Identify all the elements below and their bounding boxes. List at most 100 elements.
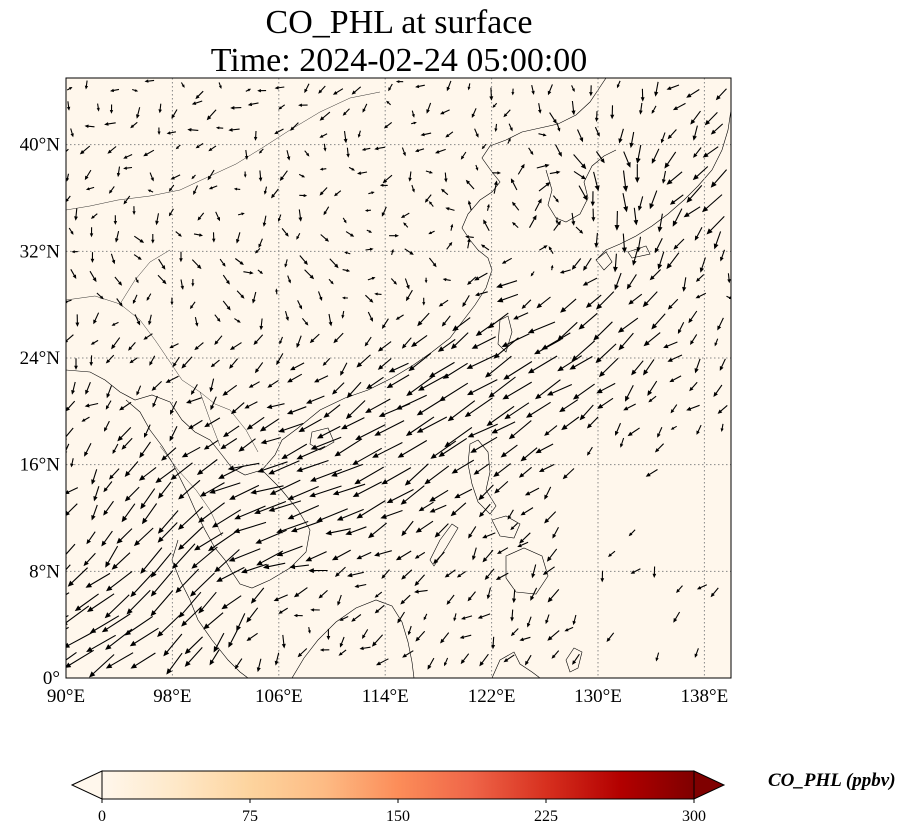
wind-arrow [660, 132, 666, 144]
wind-arrow [395, 550, 412, 561]
wind-arrow [297, 648, 308, 658]
wind-arrow [345, 526, 367, 536]
wind-arrow [538, 182, 551, 192]
wind-arrow [438, 437, 468, 457]
wind-arrow [147, 189, 154, 193]
wind-arrow [133, 254, 142, 260]
wind-arrow [187, 128, 199, 132]
wind-arrow [257, 269, 263, 274]
wind-arrow [386, 100, 391, 106]
wind-arrow [346, 381, 362, 399]
wind-arrow [474, 128, 479, 138]
wind-arrow [395, 314, 404, 320]
wind-arrow [594, 126, 600, 137]
wind-arrow [673, 238, 685, 250]
wind-arrow [401, 147, 406, 157]
wind-arrow [228, 630, 238, 648]
wind-arrow [486, 405, 515, 426]
wind-arrow [320, 234, 329, 242]
wind-arrow [222, 384, 238, 396]
wind-arrow [467, 238, 471, 249]
wind-arrow [593, 321, 613, 341]
wind-arrow [326, 628, 331, 641]
wind-arrow [314, 375, 329, 383]
wind-arrow [512, 589, 517, 604]
wind-arrow [365, 398, 391, 413]
wind-arrow [84, 169, 92, 181]
wind-arrow [70, 458, 74, 468]
wind-arrow [453, 613, 457, 622]
wind-arrow [66, 87, 73, 91]
wind-arrow [401, 569, 413, 580]
wind-arrow [293, 613, 303, 618]
wind-arrow [111, 337, 121, 350]
wind-arrow [372, 442, 403, 458]
wind-arrow [210, 359, 220, 368]
wind-arrow [628, 293, 643, 305]
wind-arrow [84, 442, 92, 457]
wind-arrow [66, 195, 71, 202]
wind-arrow [111, 552, 131, 570]
wind-arrow [470, 436, 498, 453]
wind-arrow [596, 291, 615, 310]
wind-arrow [194, 532, 224, 551]
wind-arrow [402, 650, 414, 658]
wind-arrow [654, 443, 664, 453]
wind-arrow [107, 146, 117, 154]
wind-arrow [175, 144, 181, 150]
wind-arrow [90, 339, 99, 345]
lon-tick-label: 90°E [47, 686, 85, 707]
wind-arrow [332, 88, 344, 95]
wind-arrow [260, 437, 281, 445]
wind-arrow [256, 658, 262, 673]
wind-arrow [411, 121, 417, 125]
wind-arrow [136, 107, 141, 119]
wind-arrow [452, 317, 471, 332]
colorbar-tick-label: 150 [386, 808, 410, 825]
wind-arrow [643, 332, 661, 347]
wind-arrow [168, 208, 174, 217]
wind-arrow [278, 104, 286, 110]
wind-arrow [416, 416, 448, 433]
wind-arrow [85, 381, 91, 395]
wind-arrow [209, 482, 241, 494]
wind-arrow [664, 151, 677, 169]
wind-arrow [408, 171, 412, 182]
wind-arrow [352, 481, 382, 497]
wind-arrow [66, 615, 69, 618]
wind-arrow [472, 547, 477, 561]
lat-tick-label: 8°N [29, 561, 60, 582]
wind-arrow [534, 339, 561, 355]
wind-arrow [121, 503, 136, 523]
wind-arrow [520, 507, 534, 516]
wind-arrow [123, 153, 133, 159]
wind-arrow [400, 594, 411, 605]
wind-arrow [208, 145, 217, 152]
wind-arrow [186, 397, 202, 404]
wind-arrow [307, 626, 311, 634]
wind-arrow [206, 109, 217, 121]
wind-arrow [404, 278, 410, 290]
wind-arrow [640, 88, 645, 102]
wind-arrow [237, 212, 245, 216]
wind-arrow [289, 564, 309, 570]
wind-arrow [277, 214, 282, 222]
wind-arrow [144, 424, 151, 438]
lat-tick-label: 16°N [20, 455, 61, 476]
wind-arrow [354, 583, 367, 588]
colorbar-min-extension [70, 770, 103, 800]
wind-arrow [695, 292, 707, 299]
colorbar-max-extension [693, 770, 726, 800]
wind-arrow [252, 291, 257, 304]
wind-arrow [212, 232, 216, 243]
wind-arrow [341, 417, 365, 430]
wind-arrow [254, 500, 287, 514]
wind-arrow [572, 653, 580, 665]
wind-arrow [104, 594, 130, 619]
wind-arrow [101, 613, 131, 633]
wind-arrow [694, 648, 699, 658]
wind-arrow [388, 83, 393, 92]
wind-arrow [124, 486, 140, 502]
wind-arrow [287, 504, 320, 520]
wind-arrow [310, 436, 342, 450]
